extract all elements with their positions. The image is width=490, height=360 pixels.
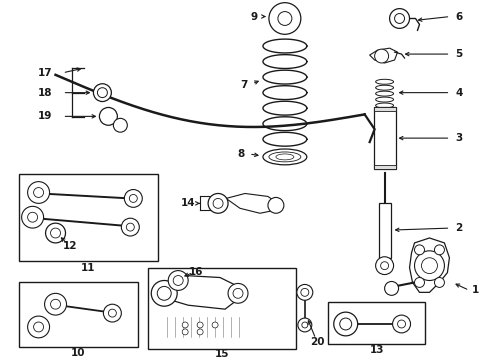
Circle shape (297, 284, 313, 300)
Text: 14: 14 (181, 198, 196, 208)
Circle shape (157, 287, 171, 300)
Text: 5: 5 (455, 49, 463, 59)
Circle shape (168, 271, 188, 291)
Bar (374, 108, 395, 112)
Circle shape (197, 322, 203, 328)
Circle shape (45, 293, 67, 315)
Circle shape (415, 278, 424, 287)
Text: 1: 1 (471, 285, 479, 295)
Circle shape (233, 288, 243, 298)
Ellipse shape (263, 149, 307, 165)
Bar (374, 165, 395, 169)
Circle shape (126, 223, 134, 231)
Text: 11: 11 (81, 263, 96, 273)
Bar (328, 302, 425, 344)
Circle shape (268, 197, 284, 213)
Circle shape (394, 14, 405, 23)
Ellipse shape (269, 152, 301, 162)
Bar (148, 267, 296, 349)
Ellipse shape (376, 85, 393, 90)
Circle shape (94, 84, 111, 102)
Circle shape (415, 251, 444, 280)
Text: 7: 7 (241, 80, 248, 90)
Circle shape (415, 245, 424, 255)
Circle shape (213, 198, 223, 208)
Circle shape (99, 108, 118, 125)
Text: 20: 20 (311, 337, 325, 347)
Bar (379, 203, 391, 258)
Polygon shape (369, 48, 397, 63)
Circle shape (301, 288, 309, 296)
Text: 12: 12 (63, 241, 78, 251)
Ellipse shape (376, 103, 393, 108)
Bar (19, 174, 158, 261)
Circle shape (392, 315, 411, 333)
Polygon shape (226, 193, 278, 213)
Text: 16: 16 (189, 267, 203, 276)
Ellipse shape (376, 91, 393, 96)
Circle shape (98, 88, 107, 98)
Text: 18: 18 (38, 87, 52, 98)
Ellipse shape (276, 154, 294, 160)
Circle shape (390, 9, 410, 28)
Circle shape (334, 312, 358, 336)
Text: 15: 15 (215, 348, 229, 359)
Circle shape (108, 309, 116, 317)
Text: 17: 17 (38, 68, 52, 78)
Circle shape (22, 206, 44, 228)
Circle shape (27, 316, 49, 338)
Polygon shape (162, 315, 245, 339)
Circle shape (381, 262, 389, 270)
Circle shape (269, 3, 301, 34)
Circle shape (50, 228, 61, 238)
Circle shape (103, 304, 122, 322)
Text: 3: 3 (455, 133, 463, 143)
Circle shape (197, 329, 203, 335)
Circle shape (435, 278, 444, 287)
Circle shape (182, 322, 188, 328)
Circle shape (182, 329, 188, 335)
Circle shape (124, 189, 142, 207)
Circle shape (212, 322, 218, 328)
Circle shape (435, 245, 444, 255)
Bar (19, 283, 138, 347)
Text: 4: 4 (455, 87, 463, 98)
Circle shape (302, 322, 308, 328)
Circle shape (151, 280, 177, 306)
Circle shape (208, 193, 228, 213)
Circle shape (50, 299, 61, 309)
Text: 8: 8 (238, 149, 245, 159)
Circle shape (173, 275, 183, 285)
Text: 10: 10 (71, 348, 86, 358)
Circle shape (376, 257, 393, 275)
Polygon shape (162, 275, 240, 309)
Polygon shape (410, 238, 449, 292)
Circle shape (397, 320, 406, 328)
Circle shape (113, 118, 127, 132)
Ellipse shape (376, 97, 393, 102)
Circle shape (421, 258, 438, 274)
Circle shape (122, 218, 139, 236)
Text: 19: 19 (38, 111, 52, 121)
Circle shape (278, 12, 292, 26)
Circle shape (298, 318, 312, 332)
Circle shape (34, 188, 44, 197)
Circle shape (385, 282, 398, 295)
Text: 13: 13 (369, 345, 384, 355)
Text: 6: 6 (455, 12, 463, 22)
Circle shape (228, 283, 248, 303)
Text: 9: 9 (251, 12, 258, 22)
Circle shape (375, 49, 389, 63)
Circle shape (129, 194, 137, 202)
Circle shape (27, 182, 49, 203)
Circle shape (34, 322, 44, 332)
Text: 2: 2 (455, 223, 463, 233)
Circle shape (340, 318, 352, 330)
Bar (374, 108, 395, 169)
Circle shape (27, 212, 38, 222)
Ellipse shape (376, 79, 393, 84)
Circle shape (46, 223, 66, 243)
